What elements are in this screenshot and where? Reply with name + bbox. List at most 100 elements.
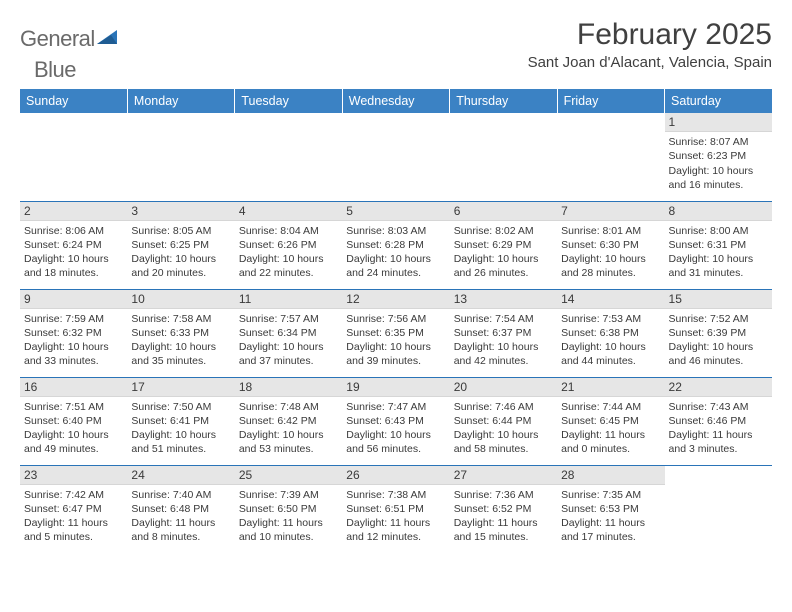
day-detail-line: Daylight: 10 hours and 16 minutes. <box>669 164 768 192</box>
day-number: 23 <box>20 466 127 485</box>
day-details: Sunrise: 8:05 AMSunset: 6:25 PMDaylight:… <box>131 224 230 281</box>
calendar-week-row: 2 Sunrise: 8:06 AMSunset: 6:24 PMDaylight… <box>20 201 772 289</box>
day-detail-line: Sunrise: 7:35 AM <box>561 488 660 502</box>
day-detail-line: Sunset: 6:28 PM <box>346 238 445 252</box>
day-details: Sunrise: 7:42 AMSunset: 6:47 PMDaylight:… <box>24 488 123 545</box>
day-detail-line: Daylight: 10 hours and 35 minutes. <box>131 340 230 368</box>
day-number: 13 <box>450 290 557 309</box>
day-detail-line: Sunset: 6:37 PM <box>454 326 553 340</box>
weekday-heading: Tuesday <box>235 89 342 113</box>
calendar-day-cell: 19Sunrise: 7:47 AMSunset: 6:43 PMDayligh… <box>342 377 449 465</box>
day-detail-line: Sunset: 6:42 PM <box>239 414 338 428</box>
day-number: 14 <box>557 290 664 309</box>
calendar-day-cell: 8Sunrise: 8:00 AMSunset: 6:31 PMDaylight… <box>665 201 772 289</box>
calendar-table: Sunday Monday Tuesday Wednesday Thursday… <box>20 89 772 553</box>
calendar-day-cell: 14 Sunrise: 7:53 AMSunset: 6:38 PMDayligh… <box>557 289 664 377</box>
day-detail-line: Sunset: 6:38 PM <box>561 326 660 340</box>
day-detail-line: Daylight: 11 hours and 15 minutes. <box>454 516 553 544</box>
calendar-day-cell: 12Sunrise: 7:56 AMSunset: 6:35 PMDayligh… <box>342 289 449 377</box>
day-detail-line: Sunset: 6:31 PM <box>669 238 768 252</box>
day-details: Sunrise: 7:35 AMSunset: 6:53 PMDaylight:… <box>561 488 660 545</box>
day-detail-line: Sunset: 6:47 PM <box>24 502 123 516</box>
day-number: 22 <box>665 378 772 397</box>
calendar-day-cell: 16Sunrise: 7:51 AMSunset: 6:40 PMDayligh… <box>20 377 127 465</box>
day-detail-line: Sunrise: 7:48 AM <box>239 400 338 414</box>
day-number: 8 <box>665 202 772 221</box>
calendar-day-cell: 9Sunrise: 7:59 AMSunset: 6:32 PMDaylight… <box>20 289 127 377</box>
day-detail-line: Sunset: 6:39 PM <box>669 326 768 340</box>
day-number: 19 <box>342 378 449 397</box>
day-detail-line: Sunrise: 8:02 AM <box>454 224 553 238</box>
calendar-week-row: 16Sunrise: 7:51 AMSunset: 6:40 PMDayligh… <box>20 377 772 465</box>
calendar-week-row: 23 Sunrise: 7:42 AMSunset: 6:47 PMDayligh… <box>20 465 772 553</box>
weekday-heading: Friday <box>557 89 664 113</box>
day-number: 11 <box>235 290 342 309</box>
day-details: Sunrise: 7:53 AMSunset: 6:38 PMDaylight:… <box>561 312 660 369</box>
calendar-day-cell: 24Sunrise: 7:40 AMSunset: 6:48 PMDayligh… <box>127 465 234 553</box>
day-detail-line: Sunset: 6:51 PM <box>346 502 445 516</box>
calendar-day-cell: 27Sunrise: 7:36 AMSunset: 6:52 PMDayligh… <box>450 465 557 553</box>
day-detail-line: Daylight: 10 hours and 49 minutes. <box>24 428 123 456</box>
calendar-day-cell: 2 Sunrise: 8:06 AMSunset: 6:24 PMDaylight… <box>20 201 127 289</box>
calendar-day-cell: 15Sunrise: 7:52 AMSunset: 6:39 PMDayligh… <box>665 289 772 377</box>
day-number: 27 <box>450 466 557 485</box>
day-details: Sunrise: 7:46 AMSunset: 6:44 PMDaylight:… <box>454 400 553 457</box>
day-detail-line: Daylight: 10 hours and 28 minutes. <box>561 252 660 280</box>
day-detail-line: Sunset: 6:40 PM <box>24 414 123 428</box>
day-detail-line: Sunset: 6:43 PM <box>346 414 445 428</box>
day-details: Sunrise: 7:43 AMSunset: 6:46 PMDaylight:… <box>669 400 768 457</box>
day-detail-line: Sunset: 6:41 PM <box>131 414 230 428</box>
day-detail-line: Sunset: 6:26 PM <box>239 238 338 252</box>
day-detail-line: Sunrise: 7:59 AM <box>24 312 123 326</box>
day-detail-line: Sunrise: 8:07 AM <box>669 135 768 149</box>
calendar-day-cell: 22 Sunrise: 7:43 AMSunset: 6:46 PMDayligh… <box>665 377 772 465</box>
day-detail-line: Sunrise: 7:57 AM <box>239 312 338 326</box>
calendar-page: General February 2025 Sant Joan d'Alacan… <box>0 0 792 563</box>
calendar-day-cell: 6Sunrise: 8:02 AMSunset: 6:29 PMDaylight… <box>450 201 557 289</box>
day-detail-line: Daylight: 10 hours and 24 minutes. <box>346 252 445 280</box>
day-details: Sunrise: 7:57 AMSunset: 6:34 PMDaylight:… <box>239 312 338 369</box>
weekday-heading: Wednesday <box>342 89 449 113</box>
day-number: 7 <box>557 202 664 221</box>
day-details: Sunrise: 8:06 AMSunset: 6:24 PMDaylight:… <box>24 224 123 281</box>
day-detail-line: Sunset: 6:50 PM <box>239 502 338 516</box>
calendar-day-cell <box>665 465 772 553</box>
day-details: Sunrise: 7:50 AMSunset: 6:41 PMDaylight:… <box>131 400 230 457</box>
day-detail-line: Sunrise: 7:56 AM <box>346 312 445 326</box>
weekday-heading: Sunday <box>20 89 127 113</box>
day-detail-line: Sunset: 6:52 PM <box>454 502 553 516</box>
day-detail-line: Sunset: 6:44 PM <box>454 414 553 428</box>
calendar-day-cell: 10Sunrise: 7:58 AMSunset: 6:33 PMDayligh… <box>127 289 234 377</box>
day-detail-line: Sunset: 6:35 PM <box>346 326 445 340</box>
day-detail-line: Sunset: 6:34 PM <box>239 326 338 340</box>
calendar-day-cell: 20Sunrise: 7:46 AMSunset: 6:44 PMDayligh… <box>450 377 557 465</box>
calendar-day-cell: 11 Sunrise: 7:57 AMSunset: 6:34 PMDayligh… <box>235 289 342 377</box>
day-detail-line: Sunset: 6:23 PM <box>669 149 768 163</box>
calendar-day-cell: 5Sunrise: 8:03 AMSunset: 6:28 PMDaylight… <box>342 201 449 289</box>
day-detail-line: Sunrise: 7:44 AM <box>561 400 660 414</box>
weekday-heading: Saturday <box>665 89 772 113</box>
weekday-heading: Thursday <box>450 89 557 113</box>
day-details: Sunrise: 8:01 AMSunset: 6:30 PMDaylight:… <box>561 224 660 281</box>
day-detail-line: Daylight: 11 hours and 5 minutes. <box>24 516 123 544</box>
day-detail-line: Daylight: 11 hours and 17 minutes. <box>561 516 660 544</box>
day-details: Sunrise: 8:07 AMSunset: 6:23 PMDaylight:… <box>669 135 768 192</box>
day-number: 2 <box>20 202 127 221</box>
brand-word2: Blue <box>34 57 76 82</box>
day-detail-line: Sunrise: 7:58 AM <box>131 312 230 326</box>
day-detail-line: Daylight: 10 hours and 33 minutes. <box>24 340 123 368</box>
day-detail-line: Sunset: 6:32 PM <box>24 326 123 340</box>
day-details: Sunrise: 7:39 AMSunset: 6:50 PMDaylight:… <box>239 488 338 545</box>
day-detail-line: Sunrise: 8:06 AM <box>24 224 123 238</box>
page-subtitle: Sant Joan d'Alacant, Valencia, Spain <box>528 54 772 71</box>
calendar-day-cell <box>557 113 664 201</box>
day-detail-line: Daylight: 10 hours and 26 minutes. <box>454 252 553 280</box>
day-detail-line: Sunset: 6:53 PM <box>561 502 660 516</box>
calendar-day-cell <box>20 113 127 201</box>
day-detail-line: Daylight: 11 hours and 0 minutes. <box>561 428 660 456</box>
day-details: Sunrise: 7:51 AMSunset: 6:40 PMDaylight:… <box>24 400 123 457</box>
calendar-day-cell: 13Sunrise: 7:54 AMSunset: 6:37 PMDayligh… <box>450 289 557 377</box>
day-detail-line: Sunrise: 8:03 AM <box>346 224 445 238</box>
day-number: 28 <box>557 466 664 485</box>
day-number: 1 <box>665 113 772 132</box>
